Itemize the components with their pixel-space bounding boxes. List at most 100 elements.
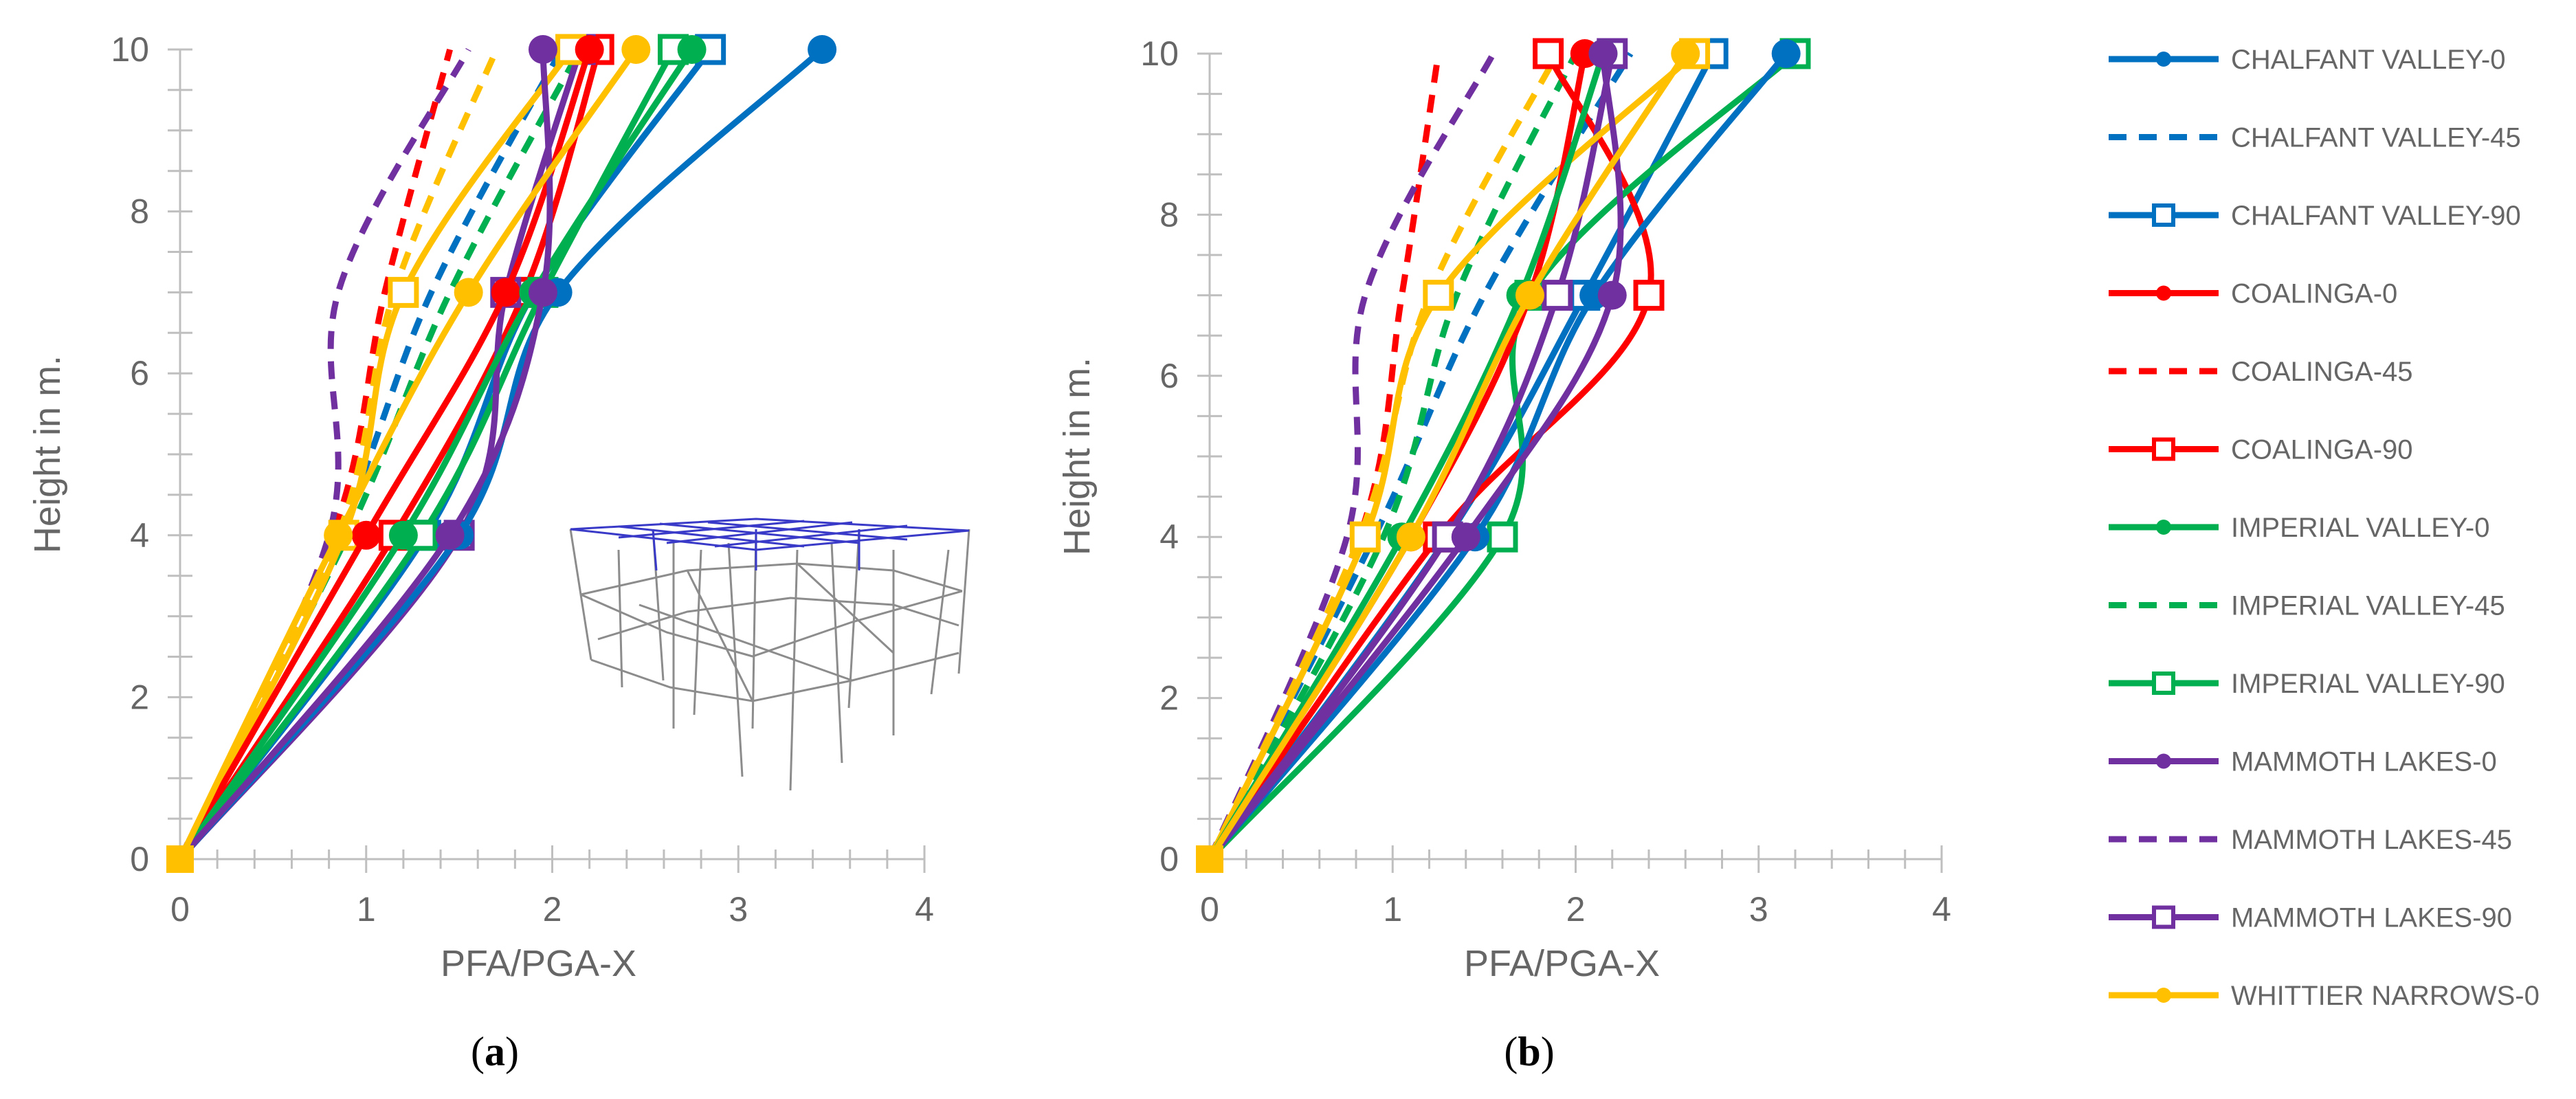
legend-label: MAMMOTH LAKES-0 [2231, 747, 2497, 777]
series-line [1206, 52, 1634, 861]
legend-label: COALINGA-0 [2231, 279, 2397, 309]
series-chalfant-valley-45 [1206, 52, 1634, 861]
y-tick-label: 10 [111, 30, 149, 69]
legend-item-chalfant-valley-90: CHALFANT VALLEY-90 [2109, 201, 2521, 231]
series-coalinga-45 [177, 48, 453, 861]
data-point [1671, 39, 1700, 68]
legend-item-chalfant-valley-0: CHALFANT VALLEY-0 [2109, 45, 2505, 75]
series-imperial-valley-45 [1207, 52, 1579, 861]
legend-label: CHALFANT VALLEY-90 [2231, 201, 2521, 231]
data-point [1349, 521, 1381, 553]
x-tick-label: 4 [915, 890, 934, 929]
chart-panel-b: 0 2 4 6 8 10 0 1 2 3 4 PFA/PGA-X Height in m. [1056, 34, 1951, 984]
panel-label-b: (b) [1504, 1029, 1554, 1074]
x-tick-label: 4 [1932, 890, 1951, 929]
legend-label: IMPERIAL VALLEY-45 [2231, 591, 2505, 621]
frame-model-inset [569, 518, 970, 791]
data-point [1588, 39, 1618, 68]
x-axis-title: PFA/PGA-X [441, 943, 636, 984]
data-point [351, 520, 381, 550]
legend-label: CHALFANT VALLEY-0 [2231, 45, 2505, 75]
data-point [1533, 38, 1564, 69]
x-tick-label: 3 [1749, 890, 1768, 929]
inset-roof-frame [570, 518, 970, 571]
legend-marker [2152, 905, 2175, 929]
legend-item-coalinga-45: COALINGA-45 [2109, 357, 2413, 387]
series-line [1206, 50, 1790, 863]
data-point [808, 35, 837, 64]
legend-item-mammoth-lakes-0: MAMMOTH LAKES-0 [2109, 747, 2497, 777]
series-mammoth-lakes-90 [1206, 38, 1628, 863]
y-tick-label: 2 [130, 678, 149, 716]
inset-lower-frame [569, 529, 970, 791]
series-line [1206, 50, 1698, 863]
y-tick-label: 0 [1159, 840, 1179, 878]
legend-label: COALINGA-45 [2231, 357, 2413, 387]
legend-item-imperial-valley-90: IMPERIAL VALLEY-90 [2109, 669, 2505, 699]
legend-marker [2156, 520, 2171, 535]
legend-label: COALINGA-90 [2231, 435, 2413, 465]
legend-label: MAMMOTH LAKES-90 [2231, 903, 2512, 933]
data-point [388, 520, 418, 550]
legend-marker [2152, 437, 2175, 461]
origin-point [1196, 845, 1223, 873]
y-tick-label: 6 [1159, 357, 1179, 395]
x-tick-label: 0 [170, 890, 190, 929]
x-tick-label: 1 [357, 890, 376, 929]
data-point [528, 35, 557, 64]
legend-marker [2156, 753, 2171, 769]
legend-item-coalinga-0: COALINGA-0 [2109, 279, 2397, 309]
data-point [1451, 522, 1480, 552]
legend: CHALFANT VALLEY-0 CHALFANT VALLEY-45 CHALF… [2109, 45, 2540, 1011]
series-line [177, 46, 676, 863]
series-line [1206, 53, 1442, 861]
legend-label: IMPERIAL VALLEY-0 [2231, 513, 2489, 543]
legend-item-whittier-narrows-0: WHITTIER NARROWS-0 [2109, 981, 2540, 1011]
data-point [677, 35, 707, 64]
series-line [177, 47, 564, 861]
series-line [1206, 50, 1606, 863]
x-tick-label: 3 [729, 890, 748, 929]
x-axis-title: PFA/PGA-X [1464, 943, 1660, 984]
y-tick-label: 4 [1159, 518, 1179, 556]
series-whittier-narrows-0 [1206, 39, 1700, 863]
y-tick-label: 10 [1140, 34, 1179, 73]
y-tick-label: 4 [130, 516, 149, 555]
x-tick-label: 2 [1566, 890, 1586, 929]
series-line [177, 46, 575, 863]
series-line [177, 46, 639, 863]
series-line [177, 46, 602, 863]
x-tick-label: 2 [543, 890, 562, 929]
data-point [454, 278, 483, 307]
data-point [1396, 522, 1425, 552]
origin-point [166, 845, 194, 873]
legend-marker [2152, 671, 2175, 695]
legend-label: MAMMOTH LAKES-45 [2231, 825, 2512, 855]
panel-label-a: (a) [471, 1029, 519, 1074]
legend-item-mammoth-lakes-45: MAMMOTH LAKES-45 [2109, 825, 2512, 855]
legend-label: WHITTIER NARROWS-0 [2231, 981, 2540, 1011]
data-point [435, 520, 465, 550]
series-line [1206, 50, 1799, 863]
legend-marker [2152, 203, 2175, 227]
series-line [1206, 50, 1624, 863]
series-mammoth-lakes-45 [1206, 52, 1496, 861]
legend-marker [2156, 285, 2171, 301]
data-point [1515, 280, 1544, 310]
legend-item-imperial-valley-0: IMPERIAL VALLEY-0 [2109, 513, 2489, 543]
legend-marker [2156, 52, 2171, 67]
series-line [1207, 52, 1579, 861]
series-whittier-narrows-0 [177, 35, 651, 863]
legend-item-chalfant-valley-45: CHALFANT VALLEY-45 [2109, 123, 2521, 153]
legend-item-coalinga-90: COALINGA-90 [2109, 435, 2413, 465]
data-point [528, 278, 557, 307]
series-mammoth-lakes-0 [1206, 39, 1627, 863]
y-tick-label: 0 [130, 840, 149, 878]
series-chalfant-valley-45 [177, 47, 564, 861]
y-tick-label: 8 [1159, 195, 1179, 234]
data-point [388, 276, 419, 308]
series-line [1206, 50, 1689, 863]
series-line [1206, 52, 1496, 861]
data-point [1423, 280, 1454, 311]
